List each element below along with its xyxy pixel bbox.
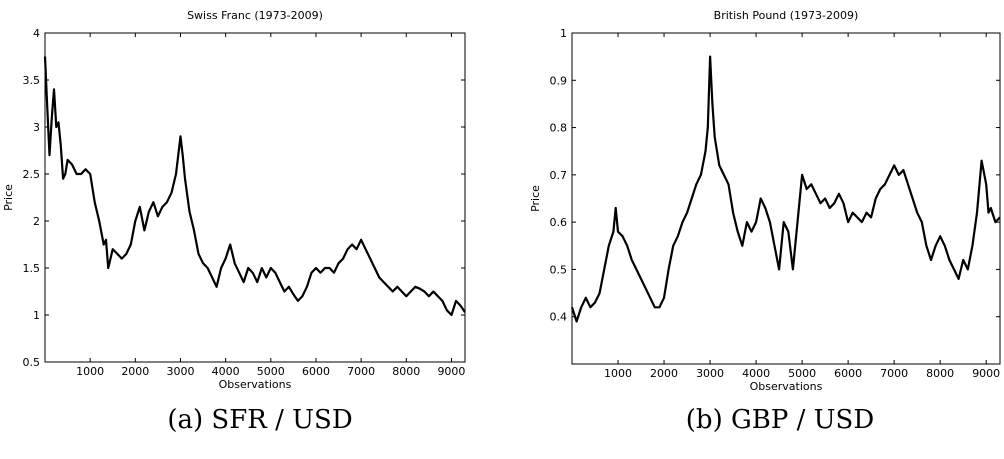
y-tick-label: 1 — [560, 27, 567, 40]
x-tick-label: 8000 — [392, 365, 420, 378]
chart-title: Swiss Franc (1973-2009) — [187, 9, 323, 22]
y-tick-label: 2 — [33, 215, 40, 228]
x-tick-label: 9000 — [437, 365, 465, 378]
y-tick-label: 0.5 — [550, 263, 568, 276]
x-tick-label: 8000 — [926, 367, 954, 380]
y-tick-label: 1.5 — [23, 262, 41, 275]
plot-frame — [44, 32, 466, 363]
x-tick-label: 4000 — [212, 365, 240, 378]
chart-svg: Swiss Franc (1973-2009) Observations Price… — [2, 9, 466, 391]
y-tick-label: 0.9 — [550, 74, 568, 87]
x-axis-label: Observations — [750, 380, 823, 393]
y-tick-label: 0.7 — [550, 169, 568, 182]
y-tick-label: 3.5 — [23, 74, 41, 87]
chart-title: British Pound (1973-2009) — [714, 9, 859, 22]
x-tick-label: 3000 — [696, 367, 724, 380]
x-tick-label: 3000 — [166, 365, 194, 378]
x-tick-label: 5000 — [788, 367, 816, 380]
caption-a: (a) SFR / USD — [167, 405, 353, 435]
x-tick-label: 6000 — [302, 365, 330, 378]
chart-gbp-usd: British Pound (1973-2009) Observations Pri… — [520, 0, 1004, 400]
x-tick-label: 2000 — [650, 367, 678, 380]
y-tick-label: 3 — [33, 121, 40, 134]
y-axis-label: Price — [529, 185, 542, 212]
plot-frame — [571, 32, 1001, 365]
caption-b: (b) GBP / USD — [685, 405, 875, 435]
x-axis-label: Observations — [219, 378, 292, 391]
y-tick-label: 0.4 — [550, 311, 568, 324]
x-tick-label: 6000 — [834, 367, 862, 380]
x-tick-label: 1000 — [76, 365, 104, 378]
x-tick-label: 7000 — [880, 367, 908, 380]
y-tick-label: 0.5 — [23, 356, 41, 369]
y-tick-label: 0.8 — [550, 122, 568, 135]
series-line — [43, 56, 466, 317]
y-axis-label: Price — [2, 184, 15, 211]
y-tick-label: 2.5 — [23, 168, 41, 181]
chart-sfr-usd: Swiss Franc (1973-2009) Observations Price… — [0, 0, 480, 400]
x-tick-label: 5000 — [257, 365, 285, 378]
x-tick-label: 1000 — [604, 367, 632, 380]
y-tick-label: 0.6 — [550, 216, 568, 229]
y-tick-label: 4 — [33, 27, 40, 40]
series-line — [570, 55, 1001, 323]
y-tick-label: 1 — [33, 309, 40, 322]
x-tick-label: 2000 — [121, 365, 149, 378]
x-tick-label: 4000 — [742, 367, 770, 380]
chart-svg: British Pound (1973-2009) Observations Pri… — [529, 9, 1001, 393]
x-tick-label: 9000 — [972, 367, 1000, 380]
x-tick-label: 7000 — [347, 365, 375, 378]
